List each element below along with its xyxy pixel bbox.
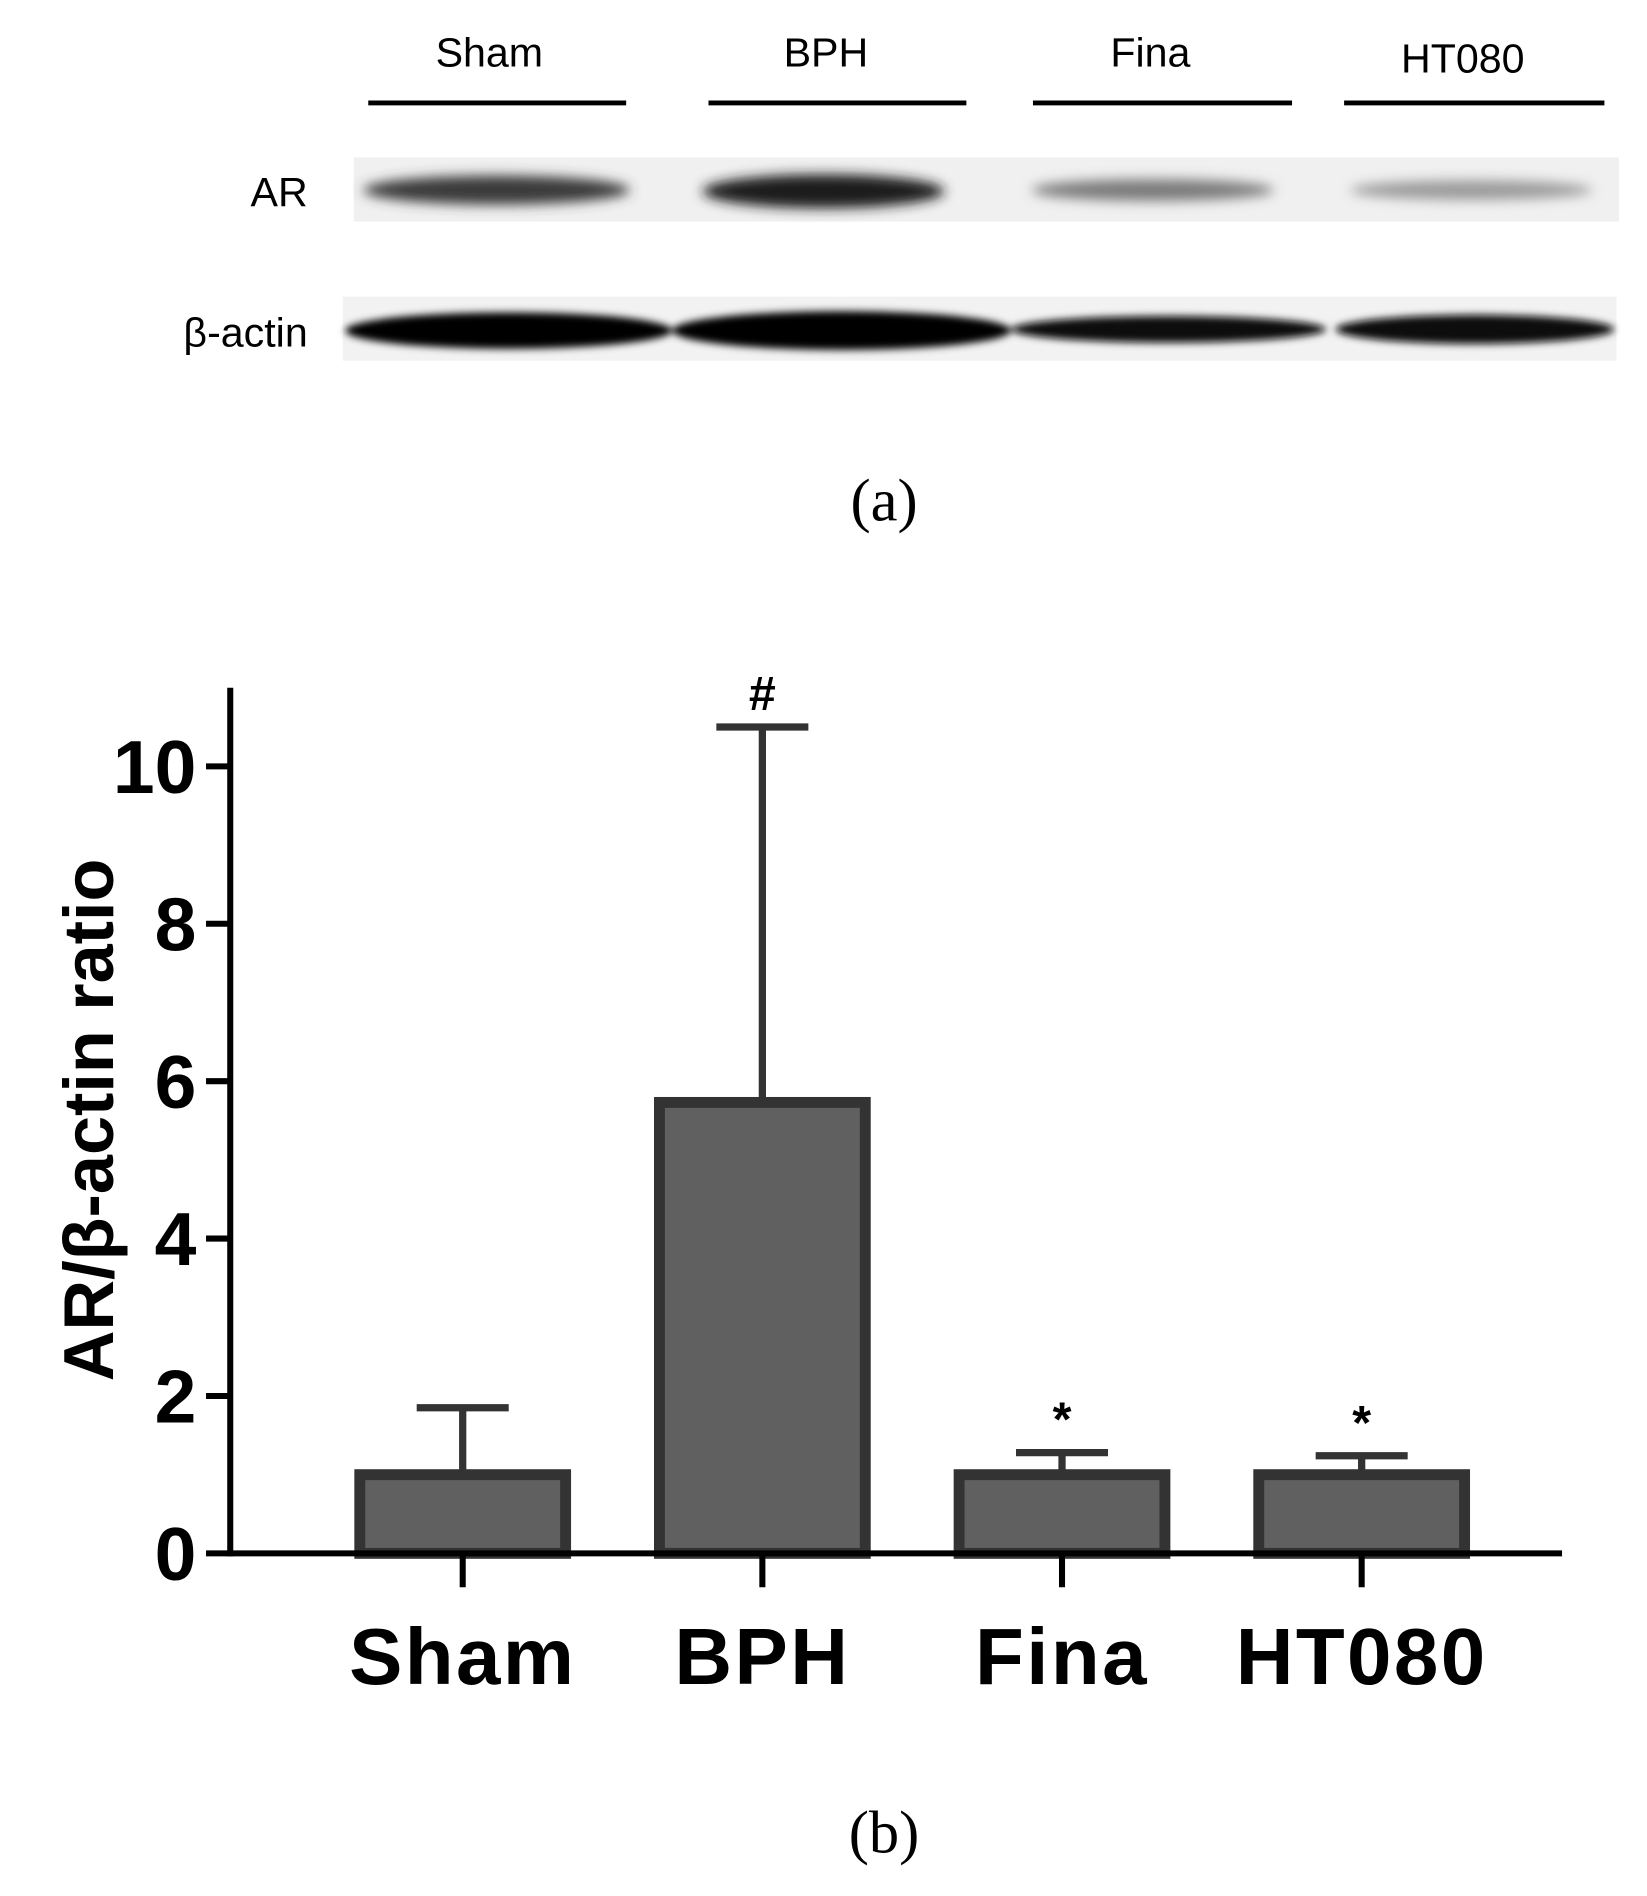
panel-caption: (a) [850, 468, 917, 535]
x-tick-label: HT080 [1236, 1612, 1488, 1701]
annotation: # [749, 667, 776, 721]
bar-chart: AR/β-actin ratio (b) 0 2 4 6 8 10 Sham BPH # Fina… [49, 667, 1563, 1866]
row-label: β-actin [183, 309, 307, 355]
actin-bands [345, 311, 1615, 350]
lane-label: HT080 [1401, 36, 1525, 82]
y-tick-label: 2 [155, 1355, 197, 1439]
bar [653, 1096, 871, 1559]
lane-label: Sham [436, 30, 544, 76]
row-label: AR [251, 169, 308, 215]
x-tick-label: Sham [349, 1612, 576, 1701]
lane-label: BPH [784, 30, 869, 76]
bar [1253, 1469, 1471, 1559]
y-tick-label: 6 [155, 1040, 197, 1124]
bar [953, 1469, 1171, 1559]
y-axis-label: AR/β-actin ratio [49, 859, 128, 1382]
ar-bands [363, 174, 1593, 209]
bar [354, 1469, 572, 1559]
lane-label: Fina [1110, 30, 1190, 76]
y-tick-label: 4 [155, 1197, 197, 1281]
panel-caption: (b) [849, 1799, 920, 1866]
y-tick-label: 10 [113, 725, 196, 809]
y-tick-label: 8 [155, 882, 197, 966]
annotation: * [1352, 1396, 1371, 1450]
blot-panel: Sham BPH Fina HT080 AR β-actin (a) [183, 30, 1619, 535]
x-tick-label: Fina [975, 1612, 1149, 1701]
annotation: * [1053, 1393, 1072, 1447]
x-tick-label: BPH [674, 1612, 850, 1701]
y-tick-label: 0 [155, 1512, 197, 1596]
